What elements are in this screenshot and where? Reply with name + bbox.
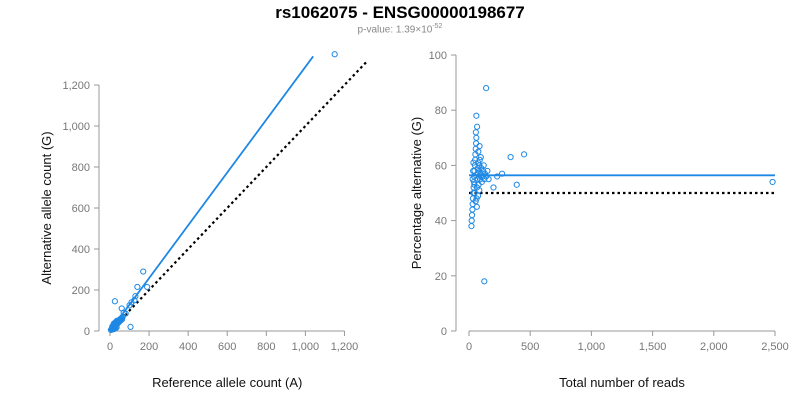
plot1-y-tick-label: 1,000 <box>62 121 90 133</box>
plot1-data-point <box>113 317 121 324</box>
plot2-data-point <box>473 134 480 141</box>
plot2-x-axis-label: Total number of reads <box>559 375 685 390</box>
plot2-data-point <box>498 170 506 177</box>
plot2-x-tick-label: 1,000 <box>578 341 606 353</box>
plot2-x-tick-label: 1,500 <box>639 341 667 353</box>
plot2-y-tick-label: 0 <box>441 326 447 338</box>
plot2-data-point <box>470 159 477 166</box>
plot1-y-axis-label: Alternative allele count (G) <box>39 131 54 284</box>
plot1-data-point <box>113 324 120 331</box>
plot1-data-point <box>126 302 133 309</box>
plot1-reference-line <box>109 59 369 332</box>
plot2-data-point <box>485 176 492 183</box>
plot2-y-tick-label: 80 <box>435 105 447 117</box>
plot2-data-point <box>472 140 480 147</box>
plot1-fit-line <box>109 55 314 332</box>
plot1-x-tick-label: 600 <box>218 341 236 353</box>
plot2-data-point <box>472 198 479 205</box>
plot2-x-tick-label: 2,000 <box>700 341 728 353</box>
plot2-data-point <box>468 211 476 219</box>
plot2-data-point <box>472 129 479 136</box>
plot1-y-tick-label: 0 <box>84 326 90 338</box>
plot2-data-point <box>468 223 475 230</box>
plot2-x-tick-label: 0 <box>466 341 472 353</box>
plot2-data-point <box>471 181 478 188</box>
plot1-y-tick-label: 200 <box>72 285 90 297</box>
plot1-x-tick-label: 1,200 <box>331 341 359 353</box>
plot1-y-tick-label: 800 <box>72 162 90 174</box>
plot1-x-tick-label: 1,000 <box>292 341 320 353</box>
plot2-data-point <box>476 142 483 150</box>
plot2-data-point <box>473 203 480 210</box>
plot1-data-point <box>144 283 151 291</box>
plot1-data-point <box>118 305 125 312</box>
plot2-data-point <box>481 278 488 285</box>
plot2-y-tick-label: 20 <box>435 271 447 283</box>
plot2-data-point <box>476 156 483 163</box>
chart-subtitle: p-value: 1.39×10-52 <box>0 23 800 35</box>
plot1-data-point <box>134 283 141 291</box>
plot2-data-point <box>520 151 528 158</box>
plot2-data-point <box>476 187 483 194</box>
plot2-data-point <box>480 162 487 169</box>
plot1-data-point <box>140 268 147 275</box>
plot1-x-tick-label: 0 <box>107 341 113 353</box>
plot1-y-tick-label: 1,200 <box>62 80 90 92</box>
pvalue-text: p-value: 1.39×10 <box>357 24 433 36</box>
plot2-x-tick-label: 2,500 <box>761 341 789 353</box>
plot1-data-point <box>132 293 139 300</box>
plot1-data-point <box>127 323 134 330</box>
plot1-y-tick-label: 600 <box>72 203 90 215</box>
plot2-y-tick-label: 40 <box>435 216 447 228</box>
plot2-data-point <box>484 167 491 175</box>
plot2-data-point <box>769 178 776 186</box>
plot1-x-tick-label: 200 <box>140 341 158 353</box>
plot2-data-point <box>474 192 482 199</box>
plot1-y-tick-label: 400 <box>72 244 90 256</box>
plot2-data-point <box>477 154 484 161</box>
chart-title: rs1062075 - ENSG00000198677 <box>275 3 525 22</box>
plot2-data-point <box>468 217 475 224</box>
plot2-data-point <box>490 184 497 191</box>
plot2-x-tick-label: 500 <box>521 341 539 353</box>
plot2-y-axis-label: Percentage alternative (G) <box>409 117 424 269</box>
plot1-data-point <box>111 298 118 305</box>
plot2-data-point <box>473 112 480 119</box>
plot2-y-tick-label: 100 <box>429 50 447 62</box>
plot2-data-point <box>473 123 481 130</box>
plot2-data-point <box>469 176 476 183</box>
plot2-data-point <box>507 154 514 161</box>
plot1-x-tick-label: 800 <box>257 341 275 353</box>
plot1-x-tick-label: 400 <box>179 341 197 353</box>
plot2-data-point <box>470 167 477 175</box>
plot2-data-point <box>494 173 501 180</box>
pvalue-exponent: -52 <box>432 23 443 30</box>
plot1-x-axis-label: Reference allele count (A) <box>152 375 302 390</box>
plot2-data-point <box>475 148 482 155</box>
plot1-data-point <box>331 51 338 58</box>
plot2-data-point <box>483 85 490 92</box>
plot2-data-point <box>513 181 520 188</box>
plot2-y-tick-label: 60 <box>435 160 447 172</box>
